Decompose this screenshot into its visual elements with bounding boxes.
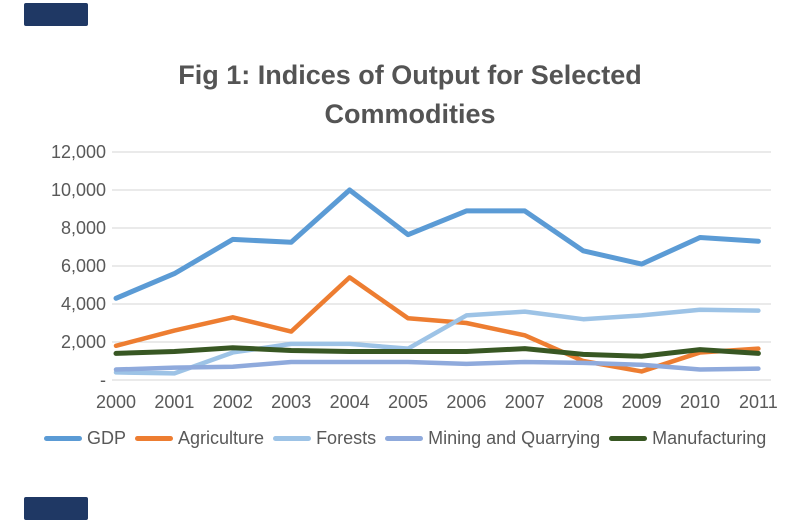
y-tick-label: 10,000 [50, 180, 106, 200]
legend-item-manufacturing: Manufacturing [609, 427, 766, 449]
legend-item-forests: Forests [273, 427, 376, 449]
x-tick-label: 2004 [329, 392, 370, 412]
x-tick-label: 2008 [563, 392, 604, 412]
legend-swatch-icon [273, 435, 312, 441]
x-tick-label: 2009 [621, 392, 662, 412]
y-tick-label: 8,000 [60, 218, 106, 238]
corner-accent-bottom [24, 497, 88, 520]
y-tick-label: - [100, 370, 106, 390]
y-tick-label: 2,000 [60, 332, 106, 352]
legend-label: Forests [316, 428, 377, 448]
series-line-gdp [113, 187, 761, 301]
y-tick-label: 6,000 [60, 256, 106, 276]
x-tick-label: 2007 [504, 392, 545, 412]
y-tick-label: 12,000 [50, 142, 106, 162]
x-tick-label: 2002 [212, 392, 253, 412]
legend-label: Manufacturing [652, 428, 767, 448]
legend-swatch-icon [385, 435, 424, 441]
legend-label: Agriculture [178, 428, 265, 448]
series-line-manufacturing [113, 345, 761, 359]
legend: GDP Agriculture Forests Mining and Quarryin… [44, 426, 784, 450]
x-tick-label: 2000 [95, 392, 137, 412]
legend-label: GDP [87, 428, 127, 448]
chart-title-line-2: Commodities [324, 99, 496, 129]
x-tick-label: 2006 [446, 392, 487, 412]
x-tick-label: 2011 [739, 392, 778, 412]
legend-swatch-icon [609, 435, 648, 441]
series-line-forests [113, 307, 761, 376]
x-tick-label: 2010 [679, 392, 721, 412]
x-tick-label: 2003 [271, 392, 312, 412]
legend-item-mining-and-quarrying: Mining and Quarrying [385, 427, 600, 449]
chart-title-line-1: Fig 1: Indices of Output for Selected [178, 60, 642, 90]
series-line-mining-and-quarrying [113, 359, 761, 372]
chart-title: Fig 1: Indices of Output for Selected Co… [60, 56, 760, 134]
x-tick-label: 2005 [387, 392, 429, 412]
legend-label: Mining and Quarrying [428, 428, 601, 448]
legend-swatch-icon [135, 435, 174, 441]
x-tick-label: 2001 [154, 392, 195, 412]
y-tick-label: 4,000 [60, 294, 106, 314]
legend-swatch-icon [44, 435, 82, 441]
legend-item-agriculture: Agriculture [135, 427, 264, 449]
legend-item-gdp: GDP [44, 427, 126, 449]
series-line-agriculture [113, 275, 761, 374]
corner-accent-top [24, 3, 88, 26]
